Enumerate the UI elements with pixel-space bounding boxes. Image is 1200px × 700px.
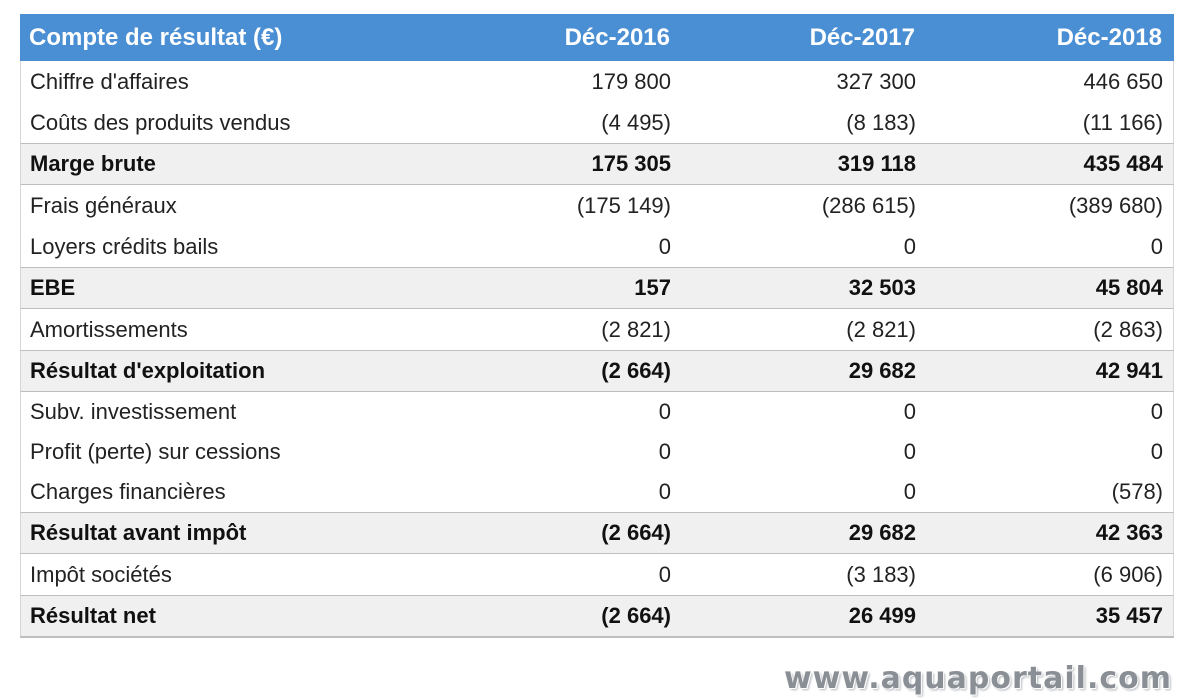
- row-value-2018: 35 457: [1095, 603, 1163, 628]
- row-value-2018: (2 863): [1093, 316, 1163, 342]
- row-value-2018: (389 680): [1068, 192, 1163, 218]
- row-value-2017: 29 682: [848, 520, 916, 545]
- table-row: Amortissements (2 821) (2 821) (2 863): [20, 309, 1174, 350]
- row-value-2018: 0: [1150, 439, 1163, 464]
- row-label: Coûts des produits vendus: [30, 109, 291, 135]
- header-label: Compte de résultat (€): [29, 23, 283, 51]
- row-value-2016: (4 495): [601, 109, 671, 135]
- row-value-2016: 175 305: [591, 151, 671, 176]
- table-row: Profit (perte) sur cessions 0 0 0: [20, 432, 1174, 472]
- row-value-2018: (578): [1111, 479, 1163, 504]
- table-row: Charges financières 0 0 (578): [20, 472, 1174, 512]
- row-label: Amortissements: [30, 316, 188, 342]
- row-value-2016: (175 149): [576, 192, 671, 218]
- table-row: Frais généraux (175 149) (286 615) (389 …: [20, 185, 1174, 226]
- row-label: Résultat avant impôt: [30, 520, 247, 545]
- table-row: Coûts des produits vendus (4 495) (8 183…: [20, 102, 1174, 143]
- row-value-2017: 327 300: [836, 68, 916, 94]
- header-dec-2017: Déc-2017: [809, 23, 915, 51]
- row-value-2017: 0: [903, 399, 916, 424]
- row-label: Marge brute: [30, 151, 156, 176]
- row-value-2018: 435 484: [1083, 151, 1163, 176]
- row-value-2016: 0: [658, 561, 671, 587]
- row-value-2017: 32 503: [848, 275, 916, 300]
- row-label: EBE: [30, 275, 76, 300]
- table-row: Chiffre d'affaires 179 800 327 300 446 6…: [20, 61, 1174, 102]
- row-value-2016: 0: [658, 439, 671, 464]
- row-value-2018: 0: [1150, 233, 1163, 259]
- site-watermark: www.aquaportail.com: [783, 661, 1172, 696]
- table-row-total: Résultat net (2 664) 26 499 35 457: [20, 595, 1174, 637]
- row-value-2017: 26 499: [848, 603, 916, 628]
- row-label: Frais généraux: [30, 192, 177, 218]
- income-statement-table: Compte de résultat (€) Déc-2016 Déc-2017…: [20, 14, 1174, 638]
- table-row-total: EBE 157 32 503 45 804: [20, 267, 1174, 309]
- row-label: Subv. investissement: [30, 399, 237, 424]
- row-value-2017: (3 183): [846, 561, 916, 587]
- table-row: Subv. investissement 0 0 0: [20, 392, 1174, 432]
- table-row-total: Résultat avant impôt (2 664) 29 682 42 3…: [20, 512, 1174, 554]
- row-value-2016: (2 821): [601, 316, 671, 342]
- row-value-2016: (2 664): [601, 603, 671, 628]
- row-value-2016: (2 664): [601, 520, 671, 545]
- row-value-2016: 0: [658, 233, 671, 259]
- row-label: Profit (perte) sur cessions: [30, 439, 281, 464]
- row-label: Impôt sociétés: [30, 561, 172, 587]
- row-value-2016: (2 664): [601, 358, 671, 383]
- table-row-total: Résultat d'exploitation (2 664) 29 682 4…: [20, 350, 1174, 392]
- row-value-2017: (8 183): [846, 109, 916, 135]
- table-header: Compte de résultat (€) Déc-2016 Déc-2017…: [20, 14, 1174, 61]
- row-value-2017: 0: [903, 439, 916, 464]
- header-dec-2018: Déc-2018: [1056, 23, 1162, 51]
- row-value-2017: 0: [903, 233, 916, 259]
- row-label: Résultat d'exploitation: [30, 358, 266, 383]
- row-value-2018: (6 906): [1093, 561, 1163, 587]
- table-row: Impôt sociétés 0 (3 183) (6 906): [20, 554, 1174, 595]
- row-value-2018: 45 804: [1095, 275, 1163, 300]
- row-label: Charges financières: [30, 479, 226, 504]
- row-value-2017: (2 821): [846, 316, 916, 342]
- row-value-2018: (11 166): [1082, 109, 1163, 135]
- row-value-2016: 179 800: [591, 68, 671, 94]
- row-value-2017: (286 615): [821, 192, 916, 218]
- table-row: Loyers crédits bails 0 0 0: [20, 226, 1174, 267]
- row-value-2017: 0: [903, 479, 916, 504]
- row-label: Résultat net: [30, 603, 156, 628]
- row-value-2018: 42 941: [1095, 358, 1163, 383]
- row-value-2018: 446 650: [1083, 68, 1163, 94]
- table-row-total: Marge brute 175 305 319 118 435 484: [20, 143, 1174, 185]
- header-dec-2016: Déc-2016: [564, 23, 670, 51]
- row-value-2016: 0: [658, 399, 671, 424]
- row-label: Loyers crédits bails: [30, 233, 219, 259]
- row-label: Chiffre d'affaires: [30, 68, 189, 94]
- row-value-2016: 157: [634, 275, 671, 300]
- row-value-2018: 42 363: [1095, 520, 1163, 545]
- row-value-2016: 0: [658, 479, 671, 504]
- row-value-2018: 0: [1150, 399, 1163, 424]
- row-value-2017: 319 118: [837, 151, 916, 176]
- row-value-2017: 29 682: [848, 358, 916, 383]
